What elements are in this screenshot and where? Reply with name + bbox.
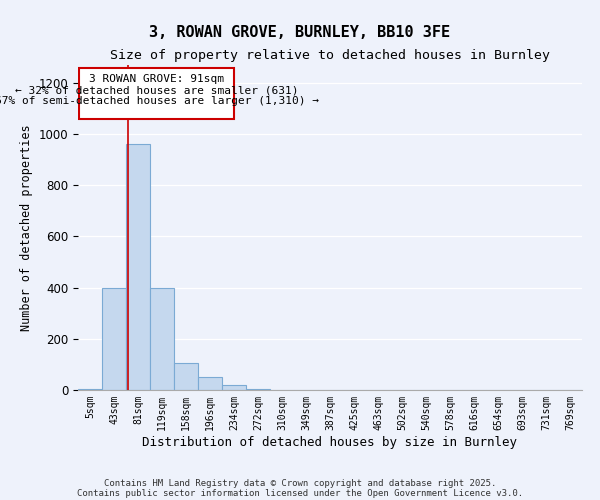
FancyBboxPatch shape — [79, 68, 234, 118]
Bar — [78, 388, 102, 390]
Title: Size of property relative to detached houses in Burnley: Size of property relative to detached ho… — [110, 50, 550, 62]
Bar — [246, 388, 270, 390]
Bar — [150, 288, 174, 390]
Bar — [174, 363, 198, 390]
Text: ← 32% of detached houses are smaller (631): ← 32% of detached houses are smaller (63… — [15, 86, 298, 96]
Bar — [222, 385, 246, 390]
Bar — [198, 377, 222, 390]
Bar — [102, 288, 126, 390]
Text: 67% of semi-detached houses are larger (1,310) →: 67% of semi-detached houses are larger (… — [0, 96, 319, 106]
Text: 3, ROWAN GROVE, BURNLEY, BB10 3FE: 3, ROWAN GROVE, BURNLEY, BB10 3FE — [149, 25, 451, 40]
Bar — [126, 144, 150, 390]
X-axis label: Distribution of detached houses by size in Burnley: Distribution of detached houses by size … — [143, 436, 517, 448]
Text: Contains HM Land Registry data © Crown copyright and database right 2025.: Contains HM Land Registry data © Crown c… — [104, 478, 496, 488]
Y-axis label: Number of detached properties: Number of detached properties — [20, 124, 33, 331]
Text: 3 ROWAN GROVE: 91sqm: 3 ROWAN GROVE: 91sqm — [89, 74, 224, 84]
Text: Contains public sector information licensed under the Open Government Licence v3: Contains public sector information licen… — [77, 488, 523, 498]
